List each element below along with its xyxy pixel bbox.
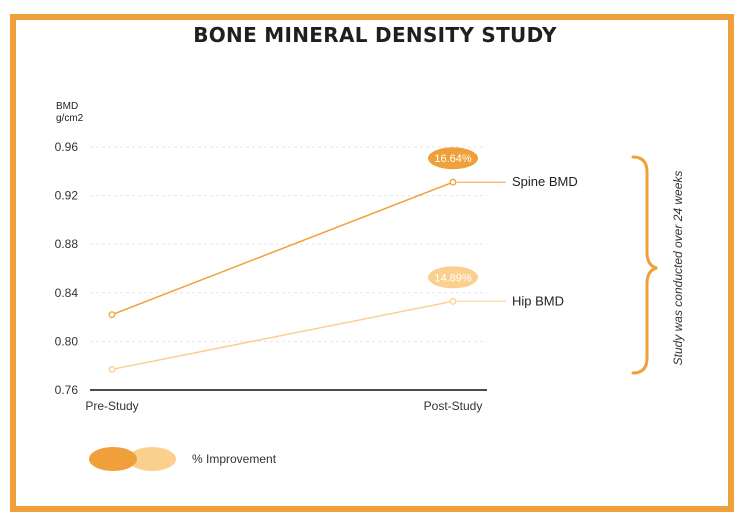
chart-title: BONE MINERAL DENSITY STUDY <box>193 23 557 47</box>
data-point <box>108 365 116 373</box>
improvement-badge <box>428 147 478 170</box>
improvement-badge <box>428 266 478 289</box>
series-line <box>111 300 454 371</box>
improvement-badge-text: 16.64% <box>434 153 472 165</box>
y-tick-label: 0.92 <box>55 189 79 203</box>
legend-oval-light <box>128 447 176 471</box>
y-axis-unit-line-2: g/cm2 <box>56 113 84 124</box>
y-tick-label: 0.84 <box>55 286 79 300</box>
series-label: Hip BMD <box>512 293 564 308</box>
data-point <box>108 311 116 319</box>
series-line <box>111 181 454 316</box>
curly-brace <box>631 155 658 375</box>
y-tick-label: 0.96 <box>55 140 79 154</box>
chart-frame <box>10 14 734 512</box>
series-label: Spine BMD <box>512 174 578 189</box>
y-tick-label: 0.80 <box>55 334 79 348</box>
data-point <box>449 297 457 305</box>
legend-oval-dark <box>89 447 137 471</box>
y-tick-label: 0.88 <box>55 237 79 251</box>
y-axis-unit-line-1: BMD <box>56 101 79 112</box>
legend-label: % Improvement <box>192 452 277 466</box>
y-tick-label: 0.76 <box>55 383 79 397</box>
x-tick-label: Post-Study <box>424 399 483 413</box>
y-axis-unit-label: BMD g/cm2 <box>56 101 83 125</box>
study-duration-note: Study was conducted over 24 weeks <box>671 170 685 366</box>
x-tick-label: Pre-Study <box>85 399 138 413</box>
data-point <box>449 178 457 186</box>
improvement-badge-text: 14.89% <box>434 272 472 284</box>
